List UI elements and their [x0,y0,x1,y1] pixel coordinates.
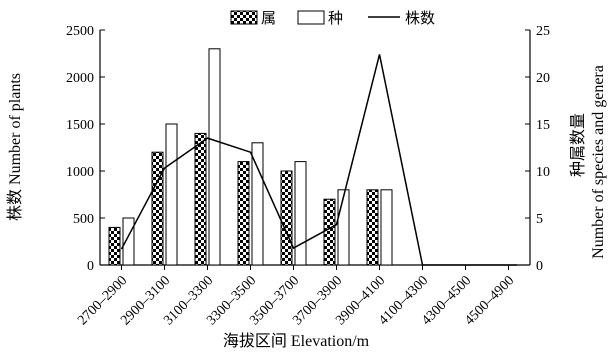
bar-genus [151,151,164,266]
bar-species [122,217,135,266]
bar-species [208,48,221,266]
bar-genus [280,170,293,266]
bar-species [165,123,178,266]
y-right-tick-label: 0 [536,259,543,274]
bar-species [251,142,264,266]
y-left-tick-label: 0 [87,259,94,274]
y-left-tick-label: 1500 [66,118,94,133]
legend-label-species: 种 [328,10,343,27]
y-right-tick-label: 25 [536,24,550,39]
y-left-tick-label: 2500 [66,24,94,39]
line-layer [120,54,518,266]
legend-swatch-species [297,10,325,25]
y-right-tick-label: 15 [536,118,550,133]
y-right-ticks: 0 5 10 15 20 25 [525,24,550,274]
y-right-tick-label: 5 [536,212,543,227]
y-left-tick-label: 500 [73,212,94,227]
y-right-title-cn: 种属数量 [569,113,587,177]
y-left-ticks: 0 500 1000 1500 2000 2500 [66,24,105,274]
plot-frame [99,30,531,266]
bars [108,48,393,266]
legend-label-plants: 株数 [405,10,435,27]
y-left-tick-label: 2000 [66,71,94,86]
plants-line [120,54,509,266]
bar-species [337,189,350,266]
bar-genus [108,226,121,266]
y-right-tick-label: 20 [536,71,550,86]
x-ticks: 2700–29002900–31003100–33003300–35003500… [75,265,517,328]
bar-species [380,189,393,266]
bar-genus [366,189,379,266]
y-right-tick-label: 10 [536,165,550,180]
bar-genus [323,198,336,266]
legend: 属 种 株数 [230,10,435,27]
bar-genus [194,132,207,266]
y-right-title-en: Number of species and genera [590,65,607,259]
legend-label-genus: 属 [261,11,276,27]
x-axis-title: 海拔区间 Elevation/m [223,332,370,350]
bar-genus [237,161,250,266]
y-left-tick-label: 1000 [66,165,94,180]
bar-species [294,161,307,266]
y-left-title: 株数 Number of plants [6,73,24,221]
legend-swatch-genus [230,10,258,25]
